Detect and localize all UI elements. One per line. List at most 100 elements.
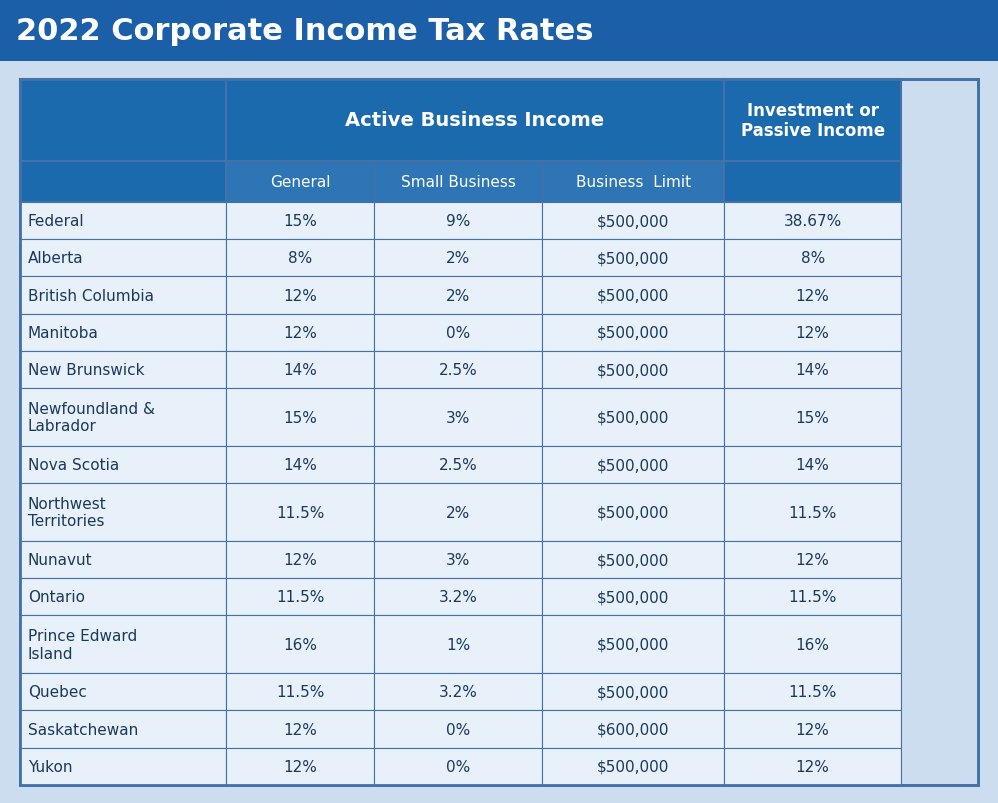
Bar: [374, 483, 542, 541]
Bar: [725, 616, 901, 674]
Bar: [542, 541, 725, 578]
Bar: [542, 711, 725, 748]
Bar: [226, 240, 374, 277]
Bar: [725, 240, 901, 277]
Bar: [542, 389, 725, 446]
Bar: [20, 240, 226, 277]
Bar: [542, 314, 725, 352]
Bar: [725, 161, 901, 202]
Text: Ontario: Ontario: [28, 589, 85, 605]
Text: 38.67%: 38.67%: [783, 214, 842, 229]
Text: General: General: [270, 175, 330, 190]
Text: 12%: 12%: [795, 552, 829, 568]
Text: 12%: 12%: [283, 288, 317, 304]
Bar: [725, 314, 901, 352]
Bar: [542, 352, 725, 389]
Text: $500,000: $500,000: [597, 637, 670, 652]
Text: 2.5%: 2.5%: [439, 458, 478, 472]
Bar: [542, 748, 725, 785]
Bar: [725, 674, 901, 711]
Bar: [20, 202, 226, 240]
Bar: [542, 161, 725, 202]
Bar: [374, 616, 542, 674]
Text: 2022 Corporate Income Tax Rates: 2022 Corporate Income Tax Rates: [16, 17, 594, 46]
Text: 12%: 12%: [283, 552, 317, 568]
Text: 12%: 12%: [283, 722, 317, 736]
Text: 12%: 12%: [795, 325, 829, 340]
Text: Alberta: Alberta: [28, 251, 84, 266]
Text: 8%: 8%: [288, 251, 312, 266]
Bar: [725, 389, 901, 446]
Bar: [20, 748, 226, 785]
Text: $500,000: $500,000: [597, 363, 670, 377]
Bar: [0, 0, 998, 62]
Bar: [20, 578, 226, 616]
Bar: [542, 616, 725, 674]
Text: Business  Limit: Business Limit: [576, 175, 691, 190]
Bar: [542, 578, 725, 616]
Bar: [542, 277, 725, 314]
Text: 14%: 14%: [283, 363, 317, 377]
Text: 12%: 12%: [283, 325, 317, 340]
Text: 3.2%: 3.2%: [439, 684, 478, 699]
Bar: [226, 277, 374, 314]
Text: $500,000: $500,000: [597, 251, 670, 266]
Bar: [20, 483, 226, 541]
Bar: [542, 240, 725, 277]
Bar: [374, 202, 542, 240]
Text: 3%: 3%: [446, 410, 470, 425]
Text: 1%: 1%: [446, 637, 470, 652]
Bar: [226, 446, 374, 483]
Bar: [20, 161, 226, 202]
Bar: [374, 446, 542, 483]
Bar: [226, 80, 725, 161]
Text: $500,000: $500,000: [597, 759, 670, 774]
Bar: [542, 446, 725, 483]
Bar: [542, 674, 725, 711]
Bar: [374, 541, 542, 578]
Text: Yukon: Yukon: [28, 759, 73, 774]
Text: Federal: Federal: [28, 214, 85, 229]
Text: Active Business Income: Active Business Income: [345, 112, 605, 130]
Text: 3.2%: 3.2%: [439, 589, 478, 605]
Bar: [725, 446, 901, 483]
Text: 2%: 2%: [446, 251, 470, 266]
Text: Newfoundland &
Labrador: Newfoundland & Labrador: [28, 402, 155, 434]
Bar: [20, 314, 226, 352]
Text: Northwest
Territories: Northwest Territories: [28, 496, 107, 528]
Text: 11.5%: 11.5%: [276, 589, 324, 605]
Text: British Columbia: British Columbia: [28, 288, 154, 304]
Bar: [20, 541, 226, 578]
Text: Nunavut: Nunavut: [28, 552, 93, 568]
Bar: [725, 578, 901, 616]
Text: 11.5%: 11.5%: [788, 684, 837, 699]
Bar: [226, 483, 374, 541]
Text: $500,000: $500,000: [597, 684, 670, 699]
Text: 12%: 12%: [283, 759, 317, 774]
Text: 12%: 12%: [795, 288, 829, 304]
Bar: [725, 277, 901, 314]
Text: FBC: FBC: [697, 454, 914, 552]
Bar: [725, 711, 901, 748]
Bar: [374, 389, 542, 446]
Bar: [226, 674, 374, 711]
Text: FBC: FBC: [390, 454, 608, 552]
Text: 0%: 0%: [446, 325, 470, 340]
Text: Saskatchewan: Saskatchewan: [28, 722, 139, 736]
Bar: [374, 240, 542, 277]
Bar: [20, 80, 978, 785]
Bar: [542, 202, 725, 240]
Bar: [725, 80, 901, 161]
Text: $500,000: $500,000: [597, 589, 670, 605]
Bar: [374, 711, 542, 748]
Bar: [374, 277, 542, 314]
Text: 14%: 14%: [795, 363, 829, 377]
Text: $500,000: $500,000: [597, 458, 670, 472]
Bar: [20, 389, 226, 446]
Text: $500,000: $500,000: [597, 288, 670, 304]
Text: New Brunswick: New Brunswick: [28, 363, 145, 377]
Text: 16%: 16%: [283, 637, 317, 652]
Text: 15%: 15%: [283, 410, 317, 425]
Text: 0%: 0%: [446, 722, 470, 736]
Bar: [226, 202, 374, 240]
